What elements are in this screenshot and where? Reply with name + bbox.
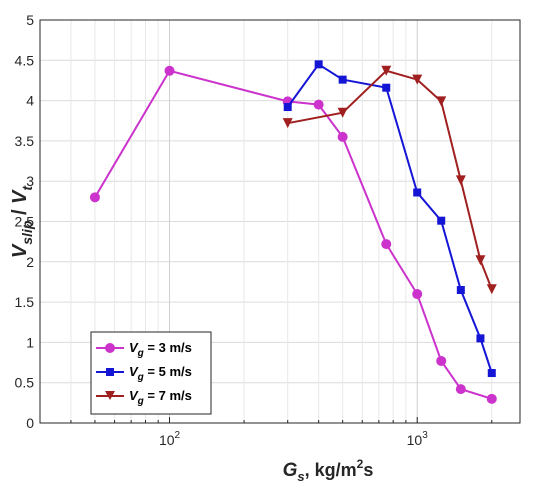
plot-frame [39,19,521,424]
y-tick-label: 5 [26,12,34,28]
data-point [475,255,486,266]
legend-marker-square [106,368,114,376]
y-tick-label: 2 [26,254,34,270]
data-point [456,286,465,295]
y-axis-label: Vslip / Vt [9,185,35,258]
data-point [282,118,293,129]
data-point [314,60,323,69]
data-point [381,65,392,76]
data-point [313,99,324,110]
series-line [94,69,493,400]
x-tick-label: 103 [407,430,429,448]
x-tick-label: 102 [159,430,181,448]
x-axis-label: Gs, kg/m2s [283,457,374,484]
data-point [413,188,422,197]
y-tick-label: 3.5 [15,133,35,149]
tick-labels: 0 0.5 1 1.5 2 2.5 3 3.5 4 4.5 5 102 103 [15,12,493,448]
svg-text:Vg = 7 m/s: Vg = 7 m/s [129,388,192,407]
legend-entry-vg7: Vg = 7 m/s [96,388,192,407]
series-line [287,69,493,290]
legend-marker-circle [105,343,115,353]
data-point [436,96,447,107]
series-vg7 [282,65,497,295]
y-tick-label: 4 [26,93,34,109]
data-point [412,74,423,85]
data-point [486,393,497,404]
data-point [476,334,485,343]
data-point [283,103,292,112]
data-point [338,75,347,84]
y-tick-label: 2.5 [15,214,35,230]
data-point [455,384,466,395]
y-tick-label: 1.5 [15,294,35,310]
y-tick-label: 0.5 [15,375,35,391]
data-point [486,284,497,295]
data-point [337,107,348,118]
series-vg3 [89,65,497,404]
data-point [382,83,391,92]
series-vg5 [283,60,496,378]
svg-text:Vg = 5 m/s: Vg = 5 m/s [129,364,192,383]
y-tick-label: 0 [26,415,34,431]
legend-entry-vg3: Vg = 3 m/s [96,340,192,359]
legend: Vg = 3 m/s Vg = 5 m/s Vg = 7 m/s [90,331,212,415]
svg-text:Vg = 3 m/s: Vg = 3 m/s [129,340,192,359]
legend-marker-triangle [105,391,115,400]
data-point [381,239,392,250]
data-point [487,369,496,378]
data-point [437,216,446,225]
data-point [89,192,100,203]
data-point [412,289,423,300]
legend-entry-vg5: Vg = 5 m/s [96,364,192,383]
y-tick-label: 1 [26,334,34,350]
data-point [337,131,348,142]
y-tick-label: 3 [26,173,34,189]
series-layer [89,60,497,404]
data-point [455,175,466,186]
y-tick-label: 4.5 [15,52,35,68]
data-point [164,65,175,76]
data-point [436,355,447,366]
